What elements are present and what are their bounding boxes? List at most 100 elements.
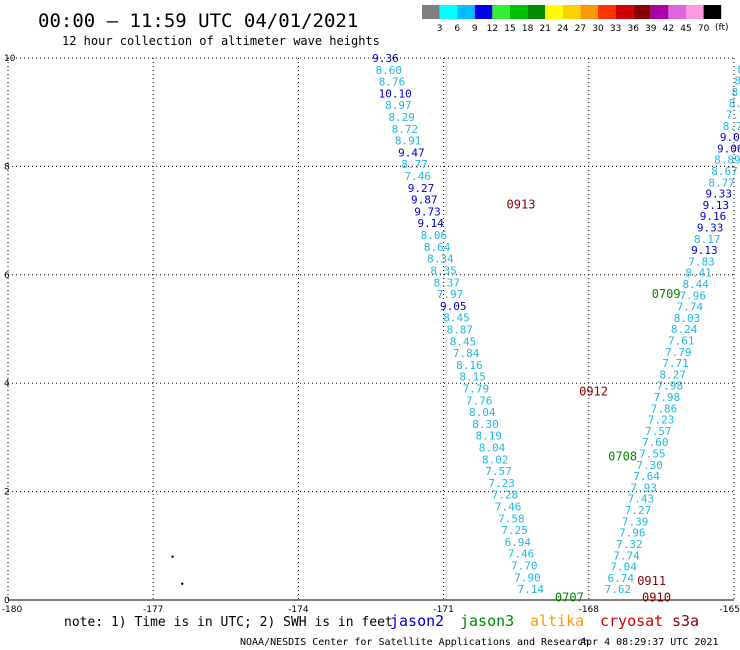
wave-height-label: 7.96: [619, 527, 646, 540]
footer-note: note: 1) Time is in UTC; 2) SWH is in fe…: [64, 615, 393, 630]
wave-height-label: 8.05: [729, 97, 740, 110]
pass-time-label: 0910: [642, 590, 671, 604]
colorbar-tick-label: 6: [454, 24, 460, 34]
pass-time-label: 0912: [579, 384, 608, 398]
wave-height-label: 7.71: [662, 357, 689, 370]
colorbar-tick-label: 36: [627, 24, 639, 34]
colorbar-swatch: [545, 5, 563, 19]
wave-height-label: 7.62: [605, 583, 632, 596]
wave-height-label: 7.77: [726, 109, 740, 122]
colorbar-tick-label: 12: [487, 24, 498, 34]
colorbar-tick-label: 45: [680, 24, 691, 34]
wave-height-label: 9.33: [706, 188, 733, 201]
wave-height-label: 8.04: [469, 406, 496, 419]
wave-height-label: 7.74: [613, 549, 640, 562]
x-axis-ticks: -180 -177 -174 -171 -168 -165: [2, 605, 740, 615]
wave-height-label: 8.37: [434, 276, 461, 289]
x-tick-label: -177: [143, 605, 163, 615]
wave-height-label: 7.32: [616, 538, 643, 551]
wave-height-label: 7.84: [453, 347, 480, 360]
y-tick-label: 6: [4, 271, 10, 281]
wave-height-label: 7.97: [437, 288, 464, 301]
wave-height-label: 7.55: [639, 448, 666, 461]
pass-time-labels: 07070708070907100910091109120913: [507, 197, 681, 604]
x-tick-label: -171: [433, 605, 453, 615]
wave-height-label: 9.08: [720, 131, 740, 144]
wave-height-label: 7.83: [688, 255, 715, 268]
colorbar-swatch: [492, 5, 510, 19]
wave-height-label: 8.06: [421, 229, 448, 242]
wave-height-label: 9.33: [697, 222, 724, 235]
y-tick-label: 4: [4, 379, 10, 389]
colorbar-swatch: [598, 5, 616, 19]
wave-height-label: 7.79: [463, 382, 490, 395]
pass-time-label: 0913: [507, 197, 536, 211]
wave-height-label: 9.13: [691, 244, 718, 257]
colorbar-tick-label: 39: [645, 24, 657, 34]
color-scale-legend: 3 6 9 12 15 18 21 24 27 30 33 36 39 42 45 70: [422, 5, 722, 34]
pass-time-label: 0911: [637, 574, 666, 588]
wave-height-label: 7.46: [405, 170, 432, 183]
wave-height-label: 7.30: [636, 459, 663, 472]
colorbar-swatch: [650, 5, 669, 19]
wave-height-label: 8.29: [388, 111, 415, 124]
colorbar-tick-label: 21: [539, 24, 550, 34]
pass-time-label: 0708: [608, 449, 637, 463]
satellite-legend-item: jason2: [390, 612, 444, 630]
satellite-legend-item: altika: [530, 612, 584, 630]
wave-height-label: 8.64: [424, 241, 451, 254]
colorbar-tick-label: 9: [472, 24, 478, 34]
wave-height-label: 8.15: [459, 371, 486, 384]
colorbar-swatch: [510, 5, 528, 19]
wave-height-label: 7.60: [642, 436, 669, 449]
colorbar-swatch: [457, 5, 475, 19]
satellite-legend-item: jason3: [460, 612, 514, 630]
colorbar-swatch: [580, 5, 598, 19]
colorbar-swatch: [527, 5, 546, 19]
colorbar-swatch: [562, 5, 581, 19]
footer-timestamp: Apr 4 08:29:37 UTC 2021: [580, 637, 718, 648]
wave-height-label: 7.61: [668, 335, 695, 348]
track-b-values: 7.626.747.047.747.327.967.397.277.437.93…: [605, 63, 740, 596]
observation-dots: [171, 555, 184, 585]
wave-height-label: 9.73: [414, 205, 441, 218]
colorbar-swatch: [439, 5, 458, 19]
wave-height-label: 8.74: [723, 120, 740, 133]
colorbar-tick-label: 15: [504, 24, 515, 34]
wave-height-label: 8.97: [385, 99, 412, 112]
wave-height-label: 7.23: [488, 477, 515, 490]
wave-height-label: 7.57: [645, 425, 672, 438]
x-tick-label: -174: [288, 605, 309, 615]
wave-height-label: 8.02: [482, 453, 509, 466]
wave-height-label: 8.30: [472, 418, 499, 431]
wave-height-label: 8.41: [731, 86, 740, 99]
colorbar-swatch: [686, 5, 704, 19]
wave-height-label: 7.70: [511, 560, 538, 573]
wave-height-label: 8.41: [685, 267, 712, 280]
track-a-values: 7.147.907.707.466.947.257.587.467.287.23…: [372, 52, 544, 596]
wave-height-label: 7.25: [501, 524, 528, 537]
colorbar-tick-label: 3: [437, 24, 443, 34]
wave-height-label: 8.03: [674, 312, 701, 325]
wave-height-label: 7.43: [628, 493, 655, 506]
wave-height-label: 7.39: [622, 515, 649, 528]
colorbar-swatch: [668, 5, 686, 19]
wave-height-label: 8.19: [476, 430, 503, 443]
observation-dot: [171, 555, 174, 558]
y-axis-ticks: 0 2 4 6 8 10: [4, 54, 16, 606]
wave-height-label: 7.86: [651, 402, 678, 415]
x-tick-label: -168: [579, 605, 600, 615]
wave-height-label: 7.79: [665, 346, 692, 359]
colorbar-tick-label: 18: [522, 24, 534, 34]
wave-height-label: 8.77: [708, 176, 735, 189]
wave-height-label: 8.77: [401, 158, 428, 171]
wave-height-label: 8.60: [375, 64, 402, 77]
wave-height-label: 9.36: [372, 52, 399, 65]
wave-height-label: 9.05: [440, 300, 467, 313]
colorbar-tick-label: 33: [610, 24, 621, 34]
wave-height-label: 8.04: [479, 442, 506, 455]
wave-height-label: 9.87: [411, 194, 438, 207]
wave-height-label: 6.94: [505, 536, 532, 549]
wave-height-label: 7.23: [648, 414, 675, 427]
